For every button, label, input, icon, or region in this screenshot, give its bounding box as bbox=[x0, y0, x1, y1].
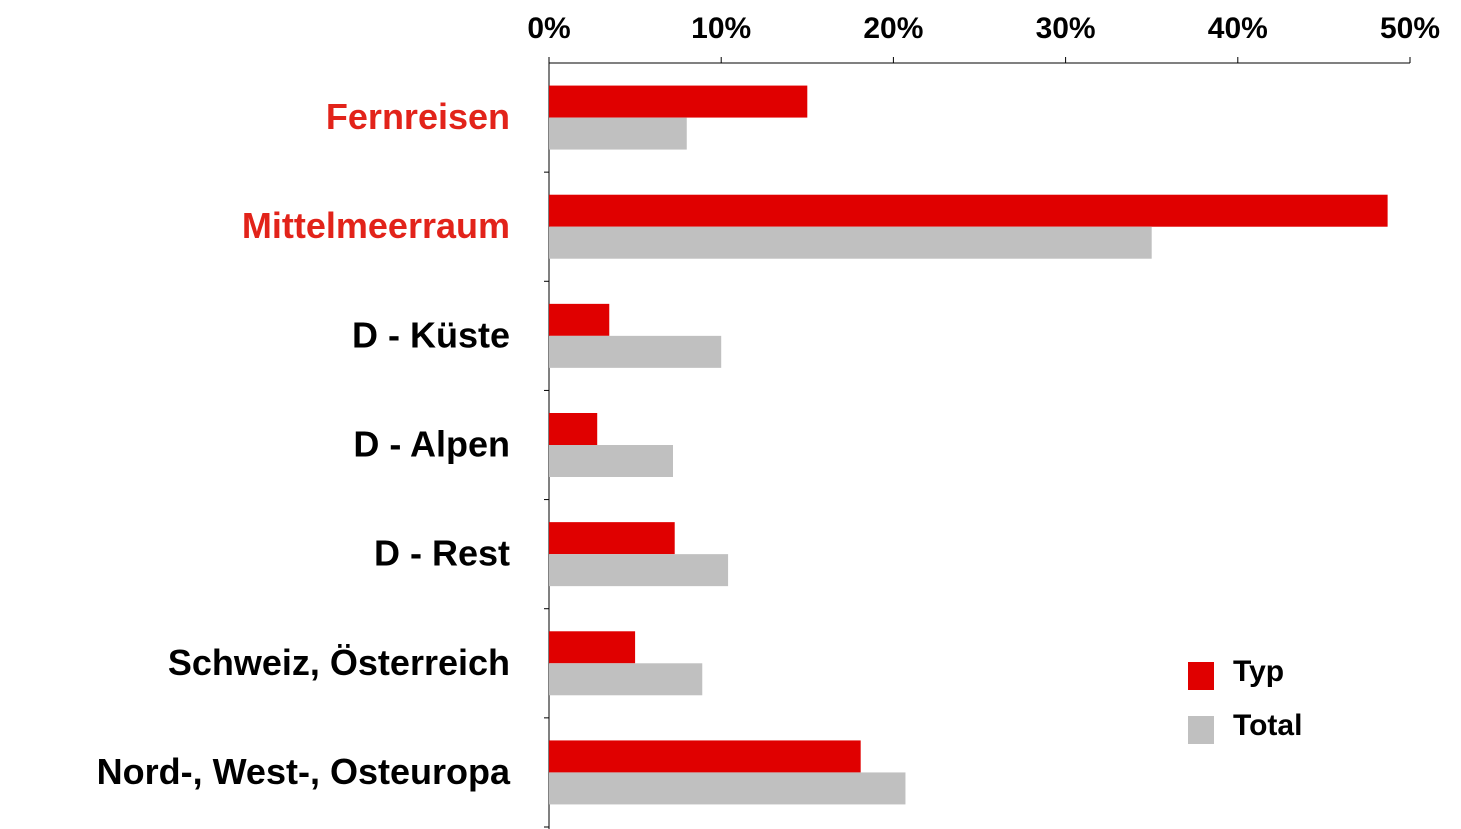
legend-swatch bbox=[1188, 716, 1214, 744]
bar bbox=[549, 663, 703, 696]
x-tick-label: 50% bbox=[1380, 12, 1440, 45]
bar bbox=[549, 303, 610, 336]
bar bbox=[549, 413, 598, 445]
x-tick-label: 40% bbox=[1208, 12, 1268, 45]
x-tick-label: 30% bbox=[1036, 12, 1096, 45]
bar bbox=[549, 226, 1152, 259]
category-label: Mittelmeerraum bbox=[242, 205, 510, 246]
bar bbox=[549, 117, 687, 150]
bar bbox=[549, 631, 636, 664]
category-label: D - Rest bbox=[374, 533, 510, 574]
bar bbox=[549, 522, 675, 555]
bar bbox=[549, 335, 722, 368]
bar bbox=[549, 194, 1388, 227]
bar bbox=[549, 740, 861, 773]
category-label: Fernreisen bbox=[326, 96, 510, 137]
category-label: D - Alpen bbox=[353, 424, 510, 465]
legend-label: Typ bbox=[1233, 655, 1284, 688]
bar bbox=[549, 554, 729, 587]
x-tick-label: 20% bbox=[863, 12, 923, 45]
bar bbox=[549, 772, 906, 805]
category-label: Nord-, West-, Osteuropa bbox=[97, 751, 511, 792]
bar bbox=[549, 85, 808, 118]
x-tick-label: 10% bbox=[691, 12, 751, 45]
x-tick-label: 0% bbox=[527, 12, 570, 45]
bar bbox=[549, 445, 673, 477]
category-label: D - Küste bbox=[352, 314, 510, 355]
legend-label: Total bbox=[1233, 709, 1302, 742]
category-label: Schweiz, Österreich bbox=[168, 642, 510, 683]
legend-swatch bbox=[1188, 662, 1214, 690]
